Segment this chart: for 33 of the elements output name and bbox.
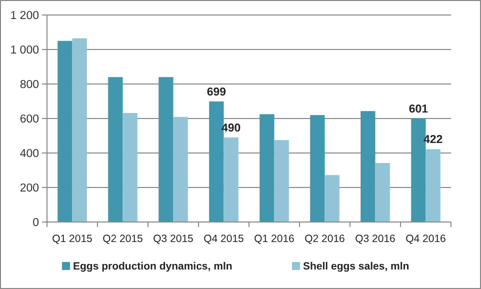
x-tick-label: Q2 2016 xyxy=(304,233,346,245)
legend-label: Shell eggs sales, mln xyxy=(303,260,410,273)
bar xyxy=(108,77,123,222)
data-label: 601 xyxy=(408,103,429,116)
y-tick-label: 200 xyxy=(20,182,39,195)
bar xyxy=(224,137,238,222)
x-tick-label: Q3 2015 xyxy=(153,233,194,245)
bar xyxy=(58,40,72,222)
y-tick-label: 400 xyxy=(20,148,39,160)
bar xyxy=(274,140,289,222)
bar xyxy=(324,175,340,222)
bar xyxy=(173,116,188,222)
bar xyxy=(426,149,440,222)
y-tick-label: 800 xyxy=(20,79,39,92)
bar xyxy=(260,114,274,222)
y-tick-label: 1 200 xyxy=(10,10,39,22)
bar xyxy=(122,112,138,222)
bar xyxy=(310,115,325,222)
x-tick-label: Q3 2016 xyxy=(355,233,396,245)
x-tick-label: Q1 2015 xyxy=(52,233,93,245)
bar xyxy=(158,77,174,222)
x-tick-label: Q1 2016 xyxy=(254,233,295,245)
x-tick-label: Q4 2015 xyxy=(204,233,244,245)
bar xyxy=(72,38,87,222)
bar xyxy=(375,163,390,222)
y-tick-label: 0 xyxy=(32,217,39,230)
x-tick-label: Q4 2016 xyxy=(406,233,446,245)
data-label: 699 xyxy=(206,86,226,98)
y-tick-label: 600 xyxy=(20,114,39,126)
bar xyxy=(360,111,376,222)
legend-label: Eggs production dynamics, mln xyxy=(73,260,232,273)
y-tick-label: 1 000 xyxy=(10,44,39,57)
x-tick-label: Q2 2015 xyxy=(102,233,144,245)
